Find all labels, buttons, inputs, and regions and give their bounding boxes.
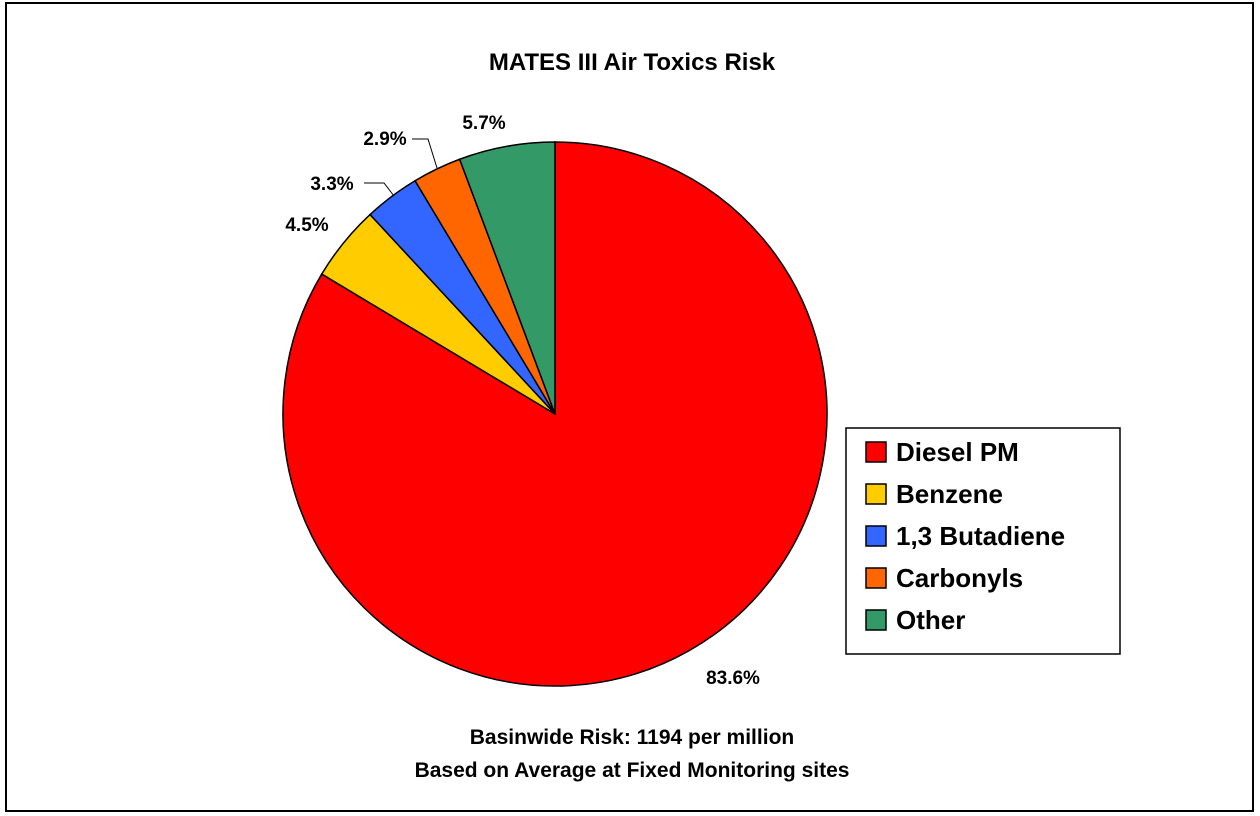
legend-swatch-other [865,609,887,631]
legend-swatch-carbonyls [865,567,887,589]
slice-label-1-3-butadiene: 3.3% [310,174,353,195]
chart-frame [5,2,1254,812]
leader-line-1-3-butadiene [364,182,395,197]
chart-title: MATES III Air Toxics Risk [489,49,776,76]
slice-label-benzene: 4.5% [285,215,328,236]
legend-label-1-3-butadiene: 1,3 Butadiene [896,521,1065,551]
legend-swatch-benzene [865,483,887,505]
legend-swatch-diesel-pm [865,441,887,463]
leader-line-carbonyls [412,138,438,169]
note-based-on: Based on Average at Fixed Monitoring sit… [415,759,850,782]
slice-label-carbonyls: 2.9% [363,129,406,150]
pie-slice-other [458,141,556,415]
legend: Diesel PM Benzene 1,3 Butadiene Carbonyls Ot… [845,427,1121,655]
pie-slices [282,141,828,687]
legend-label-benzene: Benzene [896,479,1003,509]
legend-label-carbonyls: Carbonyls [896,563,1023,593]
legend-swatch-1-3-butadiene [865,525,887,547]
legend-box [845,427,1121,655]
legend-label-diesel-pm: Diesel PM [896,437,1019,467]
slice-label-diesel-pm: 83.6% [706,668,760,689]
legend-label-other: Other [896,605,965,635]
slice-label-other: 5.7% [462,113,505,134]
note-basinwide-risk: Basinwide Risk: 1194 per million [470,726,794,749]
label-leader-lines [364,138,438,197]
slice-labels: 83.6% 4.5% 3.3% 2.9% 5.7% [285,113,760,689]
